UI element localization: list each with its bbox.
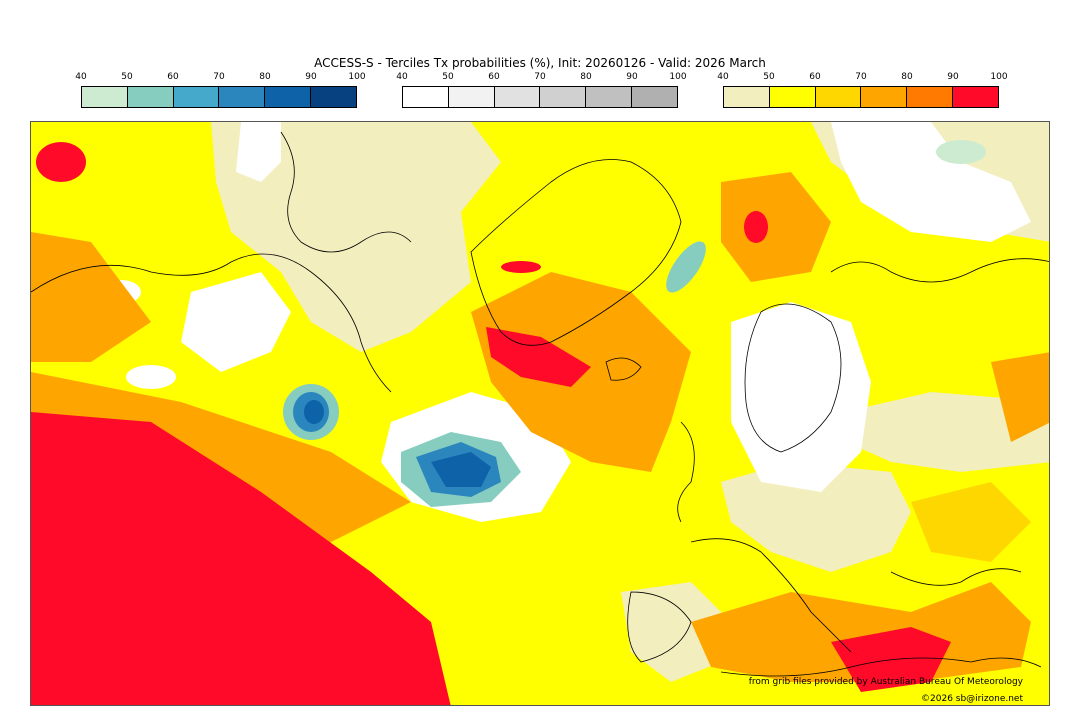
colorbar-normal-ticks: 40 50 60 70 80 90 100 [396,72,686,86]
red-region-novaya-zemlya [744,211,768,243]
tick-label: 80 [580,72,592,82]
color-swatch [448,87,495,107]
color-swatch [907,87,954,107]
tick-label: 40 [75,72,87,82]
copyright-credit: ©2026 sb@irizone.net [921,694,1023,704]
tan-region-iberia [621,582,731,682]
tick-label: 60 [809,72,821,82]
tick-label: 90 [305,72,317,82]
tick-label: 70 [855,72,867,82]
tick-label: 100 [348,72,366,82]
coastlines [31,131,1049,677]
colorbar-above-normal: 40 50 60 70 80 90 100 [717,72,1008,114]
color-swatch [127,87,174,107]
gold-region-ukraine [911,482,1031,562]
tick-label: 70 [534,72,546,82]
tick-label: 80 [259,72,271,82]
map-title: ACCESS-S - Terciles Tx probabilities (%)… [314,56,766,70]
color-swatch [494,87,541,107]
color-swatch [173,87,220,107]
white-region-arctic [831,122,1031,242]
tick-label: 100 [669,72,687,82]
orange-region-barents [721,172,831,282]
red-region-spot [501,261,541,273]
colorbar-above-swatches [723,86,999,108]
tick-label: 50 [763,72,775,82]
tick-label: 40 [396,72,408,82]
blue-blob-svalbard [666,241,706,293]
red-region-central-pacific [31,412,451,705]
color-swatch [632,87,677,107]
data-source-credit: from grib files provided by Australian B… [748,677,1023,687]
tick-label: 40 [717,72,729,82]
green-blob-siberia [936,140,986,164]
orange-region-mediterranean [691,582,1031,682]
red-region-alaska [36,142,86,182]
white-region-hudson [181,272,291,372]
colorbar-normal-swatches [402,86,678,108]
color-swatch [219,87,266,107]
colorbar-above-ticks: 40 50 60 70 80 90 100 [717,72,1007,86]
color-swatch [403,87,449,107]
tick-label: 50 [121,72,133,82]
white-region-baffin [236,122,281,182]
tan-region-canada-greenland [211,122,501,352]
tick-label: 90 [947,72,959,82]
tick-label: 50 [442,72,454,82]
colorbar-below-normal: 40 50 60 70 80 90 100 [75,72,366,114]
tick-label: 100 [990,72,1008,82]
color-swatch [724,87,770,107]
blue-blob-atlantic-core [431,452,491,487]
white-spot [126,365,176,389]
tick-label: 70 [213,72,225,82]
orange-region-east [991,352,1049,442]
color-swatch [586,87,633,107]
white-region-scandinavia [731,302,871,492]
red-region-greenland-south [486,327,591,387]
map-canvas [31,122,1049,705]
tick-label: 60 [488,72,500,82]
tick-label: 80 [901,72,913,82]
color-swatch [815,87,862,107]
color-swatch [82,87,128,107]
colorbar-below-ticks: 40 50 60 70 80 90 100 [75,72,365,86]
color-swatch [769,87,816,107]
tick-label: 60 [167,72,179,82]
color-swatch [311,87,356,107]
tan-region-central-europe [721,462,911,572]
orange-region-west [31,232,151,362]
color-swatch [540,87,587,107]
colorbar-below-swatches [81,86,357,108]
colorbar-near-normal: 40 50 60 70 80 90 100 [396,72,687,114]
blue-blob-labrador-core [304,400,324,424]
color-swatch [265,87,312,107]
probability-map [30,121,1050,706]
tick-label: 90 [626,72,638,82]
color-swatch [953,87,998,107]
color-swatch [861,87,908,107]
